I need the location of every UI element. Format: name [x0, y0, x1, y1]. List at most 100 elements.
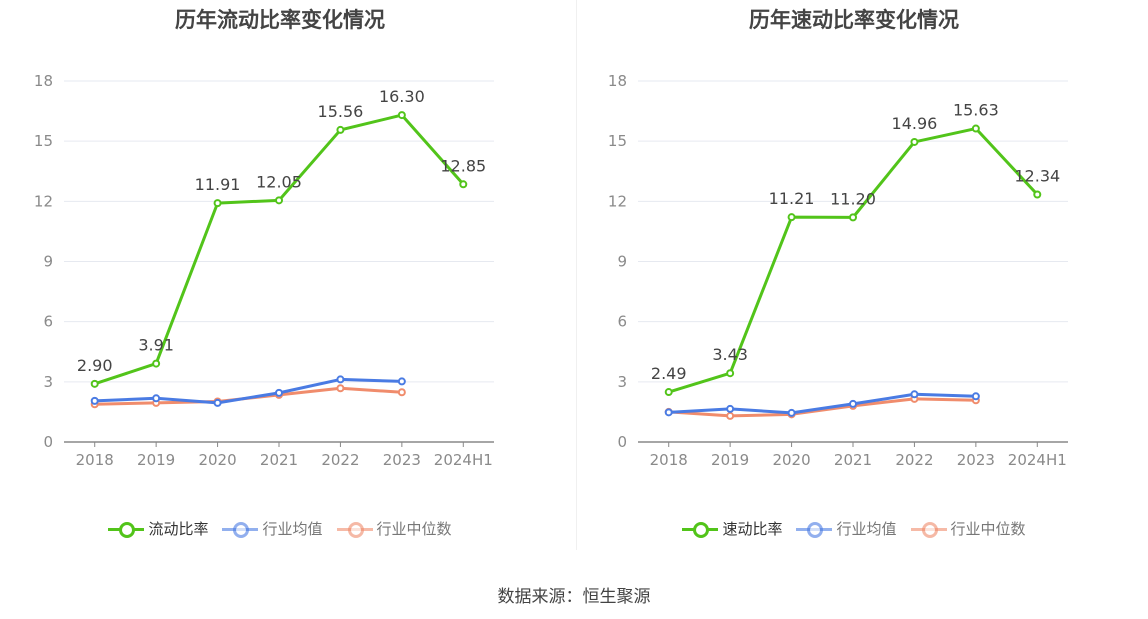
y-tick-label: 12	[34, 192, 53, 210]
x-tick-label: 2020	[772, 451, 810, 469]
data-point	[397, 377, 406, 386]
data-point	[971, 124, 980, 133]
legend-label: 流动比率	[148, 520, 209, 538]
data-point	[849, 213, 857, 222]
legend-marker-icon	[910, 521, 947, 538]
data-point	[152, 359, 161, 368]
data-point	[787, 408, 796, 417]
data-label: 2.90	[77, 356, 113, 375]
y-tick-label: 18	[608, 72, 627, 90]
legend-label: 行业中位数	[950, 520, 1026, 538]
x-tick-label: 2022	[895, 451, 933, 469]
y-tick-label: 6	[617, 313, 627, 331]
x-tick-label: 2018	[650, 451, 688, 469]
data-point	[152, 394, 161, 403]
x-tick-label: 2020	[198, 451, 236, 469]
chart-title: 历年流动比率变化情况	[175, 8, 385, 32]
panel-divider	[576, 0, 577, 550]
data-label: 15.63	[953, 101, 999, 120]
legend-label: 行业均值	[836, 520, 897, 538]
y-tick-label: 0	[617, 433, 627, 451]
chart-legend: 流动比率 行业均值 行业中位数	[0, 518, 560, 539]
legend-marker-icon	[336, 521, 373, 538]
data-label: 14.96	[892, 114, 938, 133]
x-tick-label: 2023	[957, 451, 995, 469]
data-label: 11.21	[769, 189, 815, 208]
y-tick-label: 15	[34, 132, 53, 150]
x-tick-label: 2019	[711, 451, 749, 469]
series-line	[668, 397, 976, 418]
data-point	[1033, 190, 1042, 199]
data-point	[664, 408, 673, 417]
data-label: 12.34	[1014, 167, 1060, 186]
y-tick-label: 15	[608, 132, 627, 150]
chart-legend: 速动比率 行业均值 行业中位数	[574, 518, 1134, 539]
data-point	[90, 379, 99, 388]
x-tick-label: 2021	[834, 451, 872, 469]
chart-plot-area: 0 3 6 9 12 15 18 2018 2019 2020 2021 2022 2023 2024H1…	[608, 72, 1068, 469]
legend-marker-icon	[222, 521, 259, 538]
data-point	[787, 213, 796, 222]
data-point	[275, 388, 283, 397]
x-tick-label: 2024H1	[434, 451, 493, 469]
legend-item[interactable]: 流动比率	[108, 518, 208, 539]
x-tick-label: 2019	[137, 451, 175, 469]
chart-title: 历年速动比率变化情况	[749, 8, 959, 32]
data-point	[336, 384, 345, 393]
y-tick-label: 9	[43, 253, 53, 271]
x-tick-label: 2021	[260, 451, 298, 469]
series-line	[94, 386, 402, 406]
data-label: 11.20	[830, 189, 876, 208]
data-point	[664, 388, 673, 397]
data-point	[336, 375, 345, 384]
data-point	[726, 411, 735, 420]
data-point	[726, 369, 735, 378]
data-point	[726, 404, 735, 413]
data-point	[849, 399, 857, 408]
data-point	[397, 111, 406, 120]
series-line	[668, 392, 976, 415]
data-point	[213, 199, 222, 208]
current-ratio-chart: 历年流动比率变化情况 0 3 6 9 12 15 18 2018 2019 2020 2021 202…	[0, 0, 574, 560]
data-point	[90, 396, 99, 405]
data-source-note: 数据来源：恒生聚源	[497, 587, 651, 607]
legend-item[interactable]: 速动比率	[682, 518, 782, 539]
data-label: 2.49	[651, 364, 687, 383]
x-tick-label: 2018	[76, 451, 114, 469]
x-tick-label: 2023	[383, 451, 421, 469]
data-point	[336, 125, 345, 134]
y-tick-label: 3	[43, 373, 53, 391]
data-point	[275, 196, 283, 205]
series-line	[94, 377, 402, 405]
chart-plot-area: 0 3 6 9 12 15 18 2018 2019 2020 2021 2022 2023 2024H1…	[34, 72, 494, 469]
legend-label: 行业均值	[262, 520, 323, 538]
data-point	[213, 398, 222, 407]
y-tick-label: 12	[608, 192, 627, 210]
y-tick-label: 9	[617, 253, 627, 271]
data-point	[910, 137, 919, 146]
y-tick-label: 0	[43, 433, 53, 451]
legend-label: 速动比率	[722, 520, 783, 538]
data-point	[971, 392, 980, 401]
data-label: 11.91	[195, 175, 241, 194]
legend-item[interactable]: 行业均值	[796, 518, 897, 539]
legend-marker-icon	[108, 521, 145, 538]
y-tick-label: 6	[43, 313, 53, 331]
legend-item[interactable]: 行业均值	[222, 518, 323, 539]
y-tick-label: 3	[617, 373, 627, 391]
x-tick-label: 2024H1	[1008, 451, 1067, 469]
data-label: 3.43	[712, 345, 748, 364]
legend-marker-icon	[796, 521, 833, 538]
legend-item[interactable]: 行业中位数	[910, 518, 1026, 539]
data-point	[397, 388, 406, 397]
legend-item[interactable]: 行业中位数	[336, 518, 452, 539]
y-tick-label: 18	[34, 72, 53, 90]
data-label: 16.30	[379, 87, 425, 106]
x-tick-label: 2022	[321, 451, 359, 469]
legend-marker-icon	[682, 521, 719, 538]
data-point	[459, 180, 468, 189]
data-label: 12.05	[256, 172, 302, 191]
data-point	[910, 390, 919, 399]
quick-ratio-chart: 历年速动比率变化情况 0 3 6 9 12 15 18 2018 2019 2020 2021 202…	[574, 0, 1148, 560]
data-label: 12.85	[440, 156, 486, 175]
